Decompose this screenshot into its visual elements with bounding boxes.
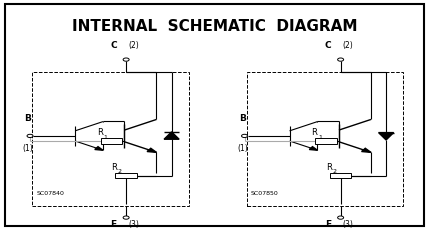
Bar [32, 72, 189, 206]
Text: SC07840: SC07840 [36, 191, 64, 196]
Text: 1: 1 [103, 135, 107, 140]
Text: SC07850: SC07850 [251, 191, 279, 196]
Polygon shape [309, 147, 317, 150]
Text: E: E [111, 220, 117, 229]
Bar [115, 173, 137, 178]
Text: R: R [311, 128, 317, 137]
Text: (3): (3) [343, 220, 353, 229]
Polygon shape [95, 147, 103, 150]
Circle shape [27, 134, 33, 137]
Bar [315, 138, 337, 143]
Circle shape [123, 58, 129, 61]
Text: (2): (2) [128, 41, 139, 50]
Text: E: E [325, 220, 331, 229]
Polygon shape [147, 148, 157, 152]
Text: 2: 2 [332, 169, 336, 174]
Text: R: R [112, 163, 118, 172]
Bar [247, 72, 403, 206]
Text: (1): (1) [237, 144, 248, 153]
Polygon shape [362, 148, 371, 152]
Circle shape [242, 134, 248, 137]
Text: C: C [325, 41, 331, 50]
Circle shape [338, 216, 344, 219]
Circle shape [123, 216, 129, 219]
Text: (2): (2) [343, 41, 353, 50]
Polygon shape [164, 132, 179, 139]
Text: R: R [97, 128, 103, 137]
Bar [330, 173, 351, 178]
Text: B: B [24, 114, 31, 123]
Text: C: C [110, 41, 117, 50]
Text: 1: 1 [318, 135, 322, 140]
Text: INTERNAL  SCHEMATIC  DIAGRAM: INTERNAL SCHEMATIC DIAGRAM [72, 19, 357, 34]
Text: B: B [239, 114, 246, 123]
Text: (3): (3) [128, 220, 139, 229]
Circle shape [338, 58, 344, 61]
Text: 2: 2 [118, 169, 122, 174]
Bar [101, 138, 122, 143]
Text: R: R [326, 163, 332, 172]
Text: (1): (1) [22, 144, 33, 153]
Polygon shape [378, 133, 394, 140]
